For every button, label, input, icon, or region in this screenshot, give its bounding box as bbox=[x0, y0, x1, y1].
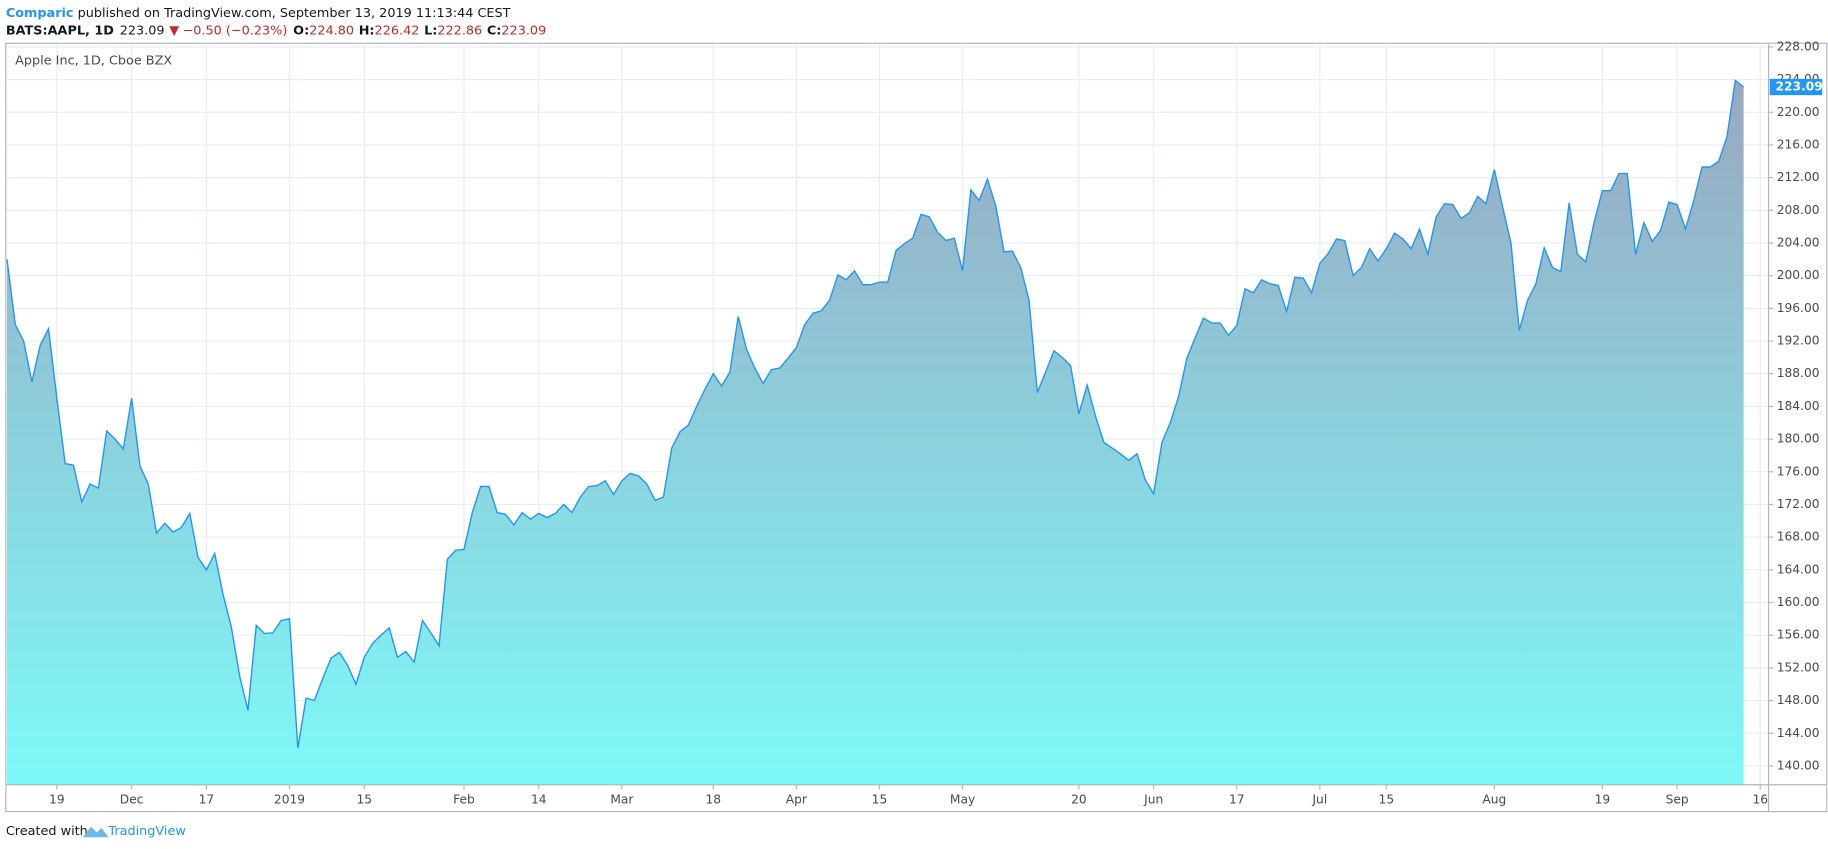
y-tick-label: 212.00 bbox=[1777, 170, 1820, 184]
x-tick-label: Jun bbox=[1143, 792, 1163, 806]
x-tick-label: Sep bbox=[1666, 792, 1689, 806]
down-arrow: ▼ bbox=[169, 23, 179, 38]
x-tick-label: 18 bbox=[705, 792, 721, 806]
y-tick-label: 176.00 bbox=[1777, 464, 1820, 478]
price-line bbox=[6, 79, 1745, 749]
y-tick-label: 208.00 bbox=[1777, 203, 1820, 217]
header-line-1: Comparic published on TradingView.com, S… bbox=[6, 5, 511, 20]
y-tick-label: 192.00 bbox=[1777, 334, 1820, 348]
y-tick-label: 228.00 bbox=[1777, 39, 1820, 53]
y-tick-label: 164.00 bbox=[1777, 562, 1820, 576]
last-price-label: 223.09 bbox=[1776, 80, 1823, 94]
plot-area bbox=[6, 44, 1769, 785]
y-tick-label: 204.00 bbox=[1777, 235, 1820, 249]
tradingview-logo bbox=[82, 826, 109, 838]
y-tick-label: 156.00 bbox=[1777, 628, 1820, 642]
ohlc-label: O: bbox=[293, 23, 309, 38]
x-tick-label: 19 bbox=[49, 792, 65, 806]
x-tick-label: 16 bbox=[1752, 792, 1768, 806]
y-tick-label: 200.00 bbox=[1777, 268, 1820, 282]
x-tick-label: Dec bbox=[120, 792, 144, 806]
y-tick-label: 144.00 bbox=[1777, 726, 1820, 740]
change: −0.50 (−0.23%) bbox=[183, 23, 288, 38]
last-price: 223.09 bbox=[120, 23, 165, 38]
y-tick-label: 172.00 bbox=[1777, 497, 1820, 511]
footer-text: Created with bbox=[6, 824, 88, 839]
y-tick-label: 196.00 bbox=[1777, 301, 1820, 315]
x-tick-label: Mar bbox=[610, 792, 634, 806]
last-price-box bbox=[1769, 78, 1823, 96]
x-tick-label: 17 bbox=[1229, 792, 1245, 806]
y-tick-label: 152.00 bbox=[1777, 660, 1820, 674]
chart-legend: Apple Inc, 1D, Cboe BZX bbox=[15, 53, 172, 68]
ohlc-value: 222.86 bbox=[437, 23, 482, 38]
ohlc-label: L: bbox=[424, 23, 437, 38]
ohlc-value: 226.42 bbox=[375, 23, 420, 38]
x-tick-label: 15 bbox=[357, 792, 373, 806]
chart-frame bbox=[5, 42, 1828, 813]
x-tick-label: 2019 bbox=[274, 792, 305, 806]
y-tick-label: 216.00 bbox=[1777, 137, 1820, 151]
x-tick-label: Apr bbox=[786, 792, 808, 806]
y-tick-label: 168.00 bbox=[1777, 530, 1820, 544]
x-tick-label: 15 bbox=[1379, 792, 1395, 806]
symbol: BATS:AAPL, 1D bbox=[6, 23, 114, 38]
y-tick-label: 160.00 bbox=[1777, 595, 1820, 609]
y-tick-label: 220.00 bbox=[1777, 105, 1820, 119]
header-line-2: BATS:AAPL, 1D 223.09 ▼ −0.50 (−0.23%) O:224.… bbox=[6, 23, 546, 38]
ohlc-value: 224.80 bbox=[309, 23, 354, 38]
ohlc-label: C: bbox=[487, 23, 502, 38]
x-tick-label: 14 bbox=[531, 792, 547, 806]
x-tick-label: 15 bbox=[872, 792, 888, 806]
y-tick-label: 140.00 bbox=[1777, 758, 1820, 772]
y-tick-label: 188.00 bbox=[1777, 366, 1820, 380]
y-tick-label: 180.00 bbox=[1777, 432, 1820, 446]
y-tick-label: 148.00 bbox=[1777, 693, 1820, 707]
x-tick-label: May bbox=[950, 792, 975, 806]
x-tick-label: Feb bbox=[453, 792, 475, 806]
x-tick-label: 19 bbox=[1595, 792, 1611, 806]
x-tick-label: 17 bbox=[199, 792, 215, 806]
ohlc-label: H: bbox=[359, 23, 375, 38]
y-tick-label: 184.00 bbox=[1777, 399, 1820, 413]
footer-brand[interactable]: TradingView bbox=[107, 824, 185, 839]
published-info: published on TradingView.com, September … bbox=[74, 5, 511, 20]
area-fill bbox=[6, 80, 1744, 785]
x-tick-label: Jul bbox=[1311, 792, 1327, 806]
x-tick-label: 20 bbox=[1071, 792, 1087, 806]
author[interactable]: Comparic bbox=[6, 5, 74, 20]
x-tick-label: Aug bbox=[1482, 792, 1506, 806]
ohlc-value: 223.09 bbox=[501, 23, 546, 38]
